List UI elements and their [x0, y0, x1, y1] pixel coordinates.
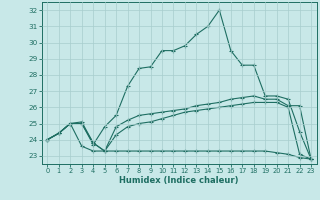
- X-axis label: Humidex (Indice chaleur): Humidex (Indice chaleur): [119, 176, 239, 185]
